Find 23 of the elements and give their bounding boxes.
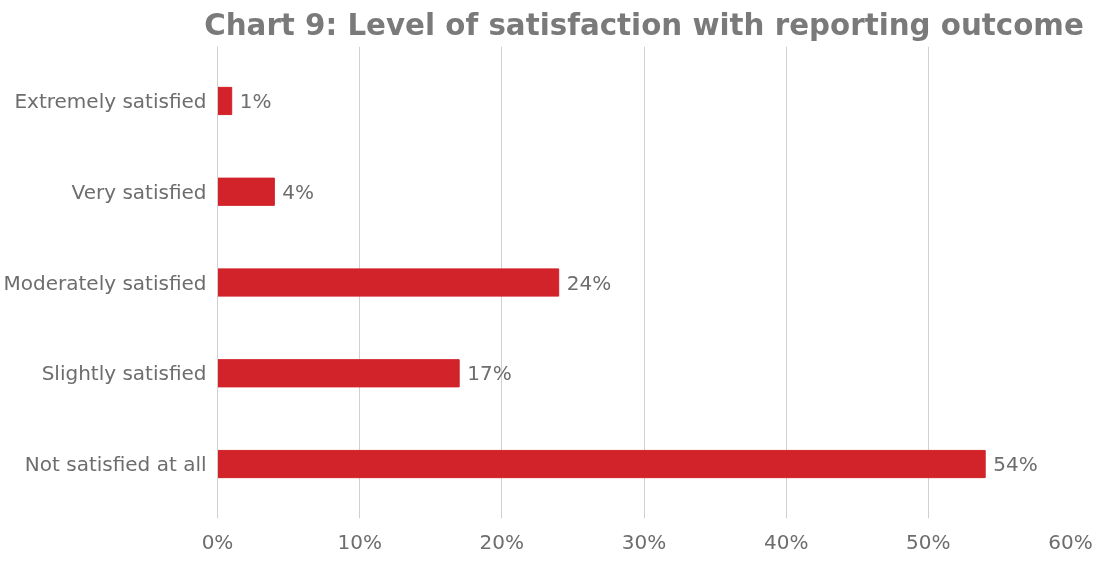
y-tick-label: Slightly satisfied <box>41 361 207 386</box>
x-tick-label: 60% <box>1048 529 1093 554</box>
x-tick-label: 0% <box>201 529 234 554</box>
x-tick-label: 20% <box>479 529 525 554</box>
bar <box>217 86 233 116</box>
y-tick-label: Very satisfied <box>71 179 207 204</box>
bar <box>217 268 560 297</box>
x-tick-label: 30% <box>621 529 667 554</box>
x-tick-label: 40% <box>763 529 809 554</box>
x-tick-label: 50% <box>906 529 951 554</box>
data-label: 4% <box>282 179 315 204</box>
data-label: 54% <box>993 452 1038 477</box>
x-tick-label: 10% <box>337 529 382 554</box>
bar <box>217 449 986 479</box>
y-tick-label: Not satisfied at all <box>24 452 207 477</box>
data-label: 1% <box>239 88 272 113</box>
bar <box>217 359 460 388</box>
y-tick-label: Extremely satisfied <box>14 88 207 113</box>
chart-title: Chart 9: Level of satisfaction with reporting outcome <box>204 7 1084 42</box>
y-tick-label: Moderately satisfied <box>3 270 207 295</box>
bar <box>217 177 275 206</box>
data-label: 24% <box>566 270 612 295</box>
data-label: 17% <box>467 361 512 386</box>
